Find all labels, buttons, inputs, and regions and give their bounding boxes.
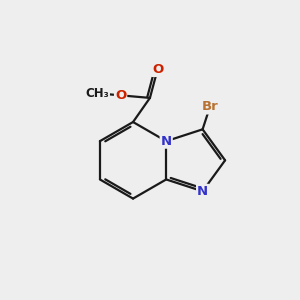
Text: Br: Br [202, 100, 218, 113]
Text: O: O [115, 89, 126, 102]
Text: N: N [197, 185, 208, 198]
Text: O: O [152, 63, 163, 76]
Text: CH₃: CH₃ [85, 87, 109, 100]
Text: N: N [160, 135, 172, 148]
